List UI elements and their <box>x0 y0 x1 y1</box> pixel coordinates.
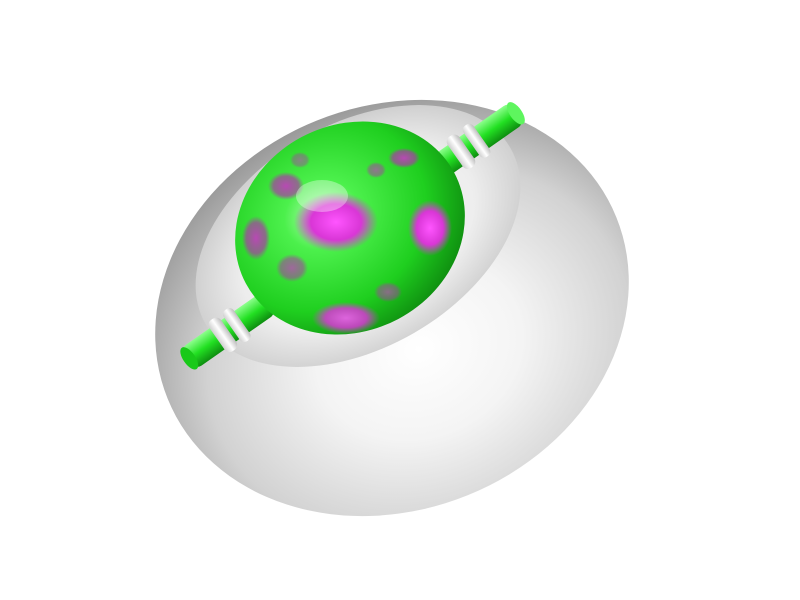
axle-ring <box>446 134 476 169</box>
green-magenta-core-sphere <box>235 121 465 335</box>
axle-ring <box>222 308 251 343</box>
axle-ring <box>462 123 491 158</box>
upper-right-axle <box>434 102 525 175</box>
axle-ring <box>208 317 238 353</box>
lower-left-axle <box>180 294 274 370</box>
